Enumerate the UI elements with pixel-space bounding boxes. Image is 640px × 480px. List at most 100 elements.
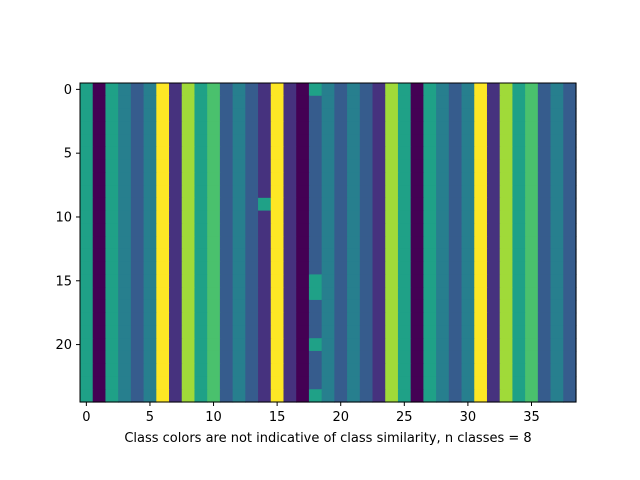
heatmap-cell <box>359 95 374 110</box>
heatmap-cell <box>232 185 246 199</box>
heatmap-cell <box>130 134 145 148</box>
heatmap-cell <box>474 287 488 301</box>
heatmap-cell <box>486 83 501 97</box>
heatmap-cell <box>245 185 259 199</box>
heatmap-cell <box>525 312 539 327</box>
heatmap-cell <box>219 299 234 314</box>
heatmap-cell <box>181 108 196 122</box>
heatmap-cell <box>525 363 539 378</box>
heatmap-cell <box>105 299 119 314</box>
heatmap-cell <box>232 389 246 403</box>
heatmap-cell <box>563 210 577 224</box>
heatmap-cell <box>423 197 437 212</box>
heatmap-cell <box>423 325 437 339</box>
heatmap-cell <box>461 325 475 339</box>
heatmap-cell <box>105 121 119 135</box>
heatmap-cell <box>550 274 564 288</box>
heatmap-cell <box>461 95 475 110</box>
heatmap-cell <box>372 185 386 199</box>
heatmap-cell <box>372 210 386 224</box>
heatmap-cell <box>563 83 577 97</box>
heatmap-cell <box>207 350 221 365</box>
heatmap-cell <box>308 274 323 288</box>
heatmap-cell <box>474 185 488 199</box>
heatmap-cell <box>181 210 196 224</box>
heatmap-cell <box>436 350 450 365</box>
heatmap-cell <box>423 389 437 403</box>
heatmap-cell <box>372 338 386 352</box>
heatmap-cell <box>258 134 272 148</box>
heatmap-cell <box>118 312 132 327</box>
heatmap-cell <box>385 312 399 327</box>
heatmap-cell <box>105 108 119 122</box>
heatmap-cell <box>232 261 246 275</box>
heatmap-cell <box>92 274 107 288</box>
heatmap-cell <box>308 338 323 352</box>
heatmap-cell <box>194 95 208 110</box>
heatmap-cell <box>321 95 335 110</box>
heatmap-cell <box>347 134 361 148</box>
heatmap-cell <box>385 134 399 148</box>
heatmap-cell <box>474 172 488 186</box>
heatmap-cell <box>436 389 450 403</box>
heatmap-cell <box>219 312 234 327</box>
heatmap-cell <box>563 108 577 122</box>
heatmap-cell <box>512 134 526 148</box>
heatmap-cell <box>118 172 132 186</box>
heatmap-cell <box>92 312 107 327</box>
heatmap-cell <box>207 312 221 327</box>
heatmap-cell <box>283 146 297 161</box>
heatmap-cell <box>169 83 183 97</box>
heatmap-cell <box>308 236 323 250</box>
heatmap-cell <box>143 376 157 390</box>
heatmap-cell <box>169 197 183 212</box>
heatmap-cell <box>563 287 577 301</box>
heatmap-cell <box>448 223 463 237</box>
heatmap-cell <box>321 338 335 352</box>
heatmap-cell <box>118 299 132 314</box>
heatmap-cell <box>525 223 539 237</box>
heatmap-cell <box>563 389 577 403</box>
heatmap-cell <box>130 159 145 173</box>
heatmap-cell <box>118 83 132 97</box>
heatmap-cell <box>181 312 196 327</box>
heatmap-cell <box>474 389 488 403</box>
heatmap-cell <box>143 185 157 199</box>
heatmap-cell <box>270 108 285 122</box>
heatmap-cell <box>499 108 514 122</box>
heatmap-cell <box>181 223 196 237</box>
heatmap-cell <box>448 95 463 110</box>
heatmap-cell <box>385 325 399 339</box>
heatmap-cell <box>448 325 463 339</box>
heatmap-cell <box>258 325 272 339</box>
heatmap-cell <box>359 108 374 122</box>
heatmap-cell <box>436 376 450 390</box>
heatmap-cell <box>169 248 183 263</box>
heatmap-cell <box>169 312 183 327</box>
heatmap-cell <box>207 248 221 263</box>
heatmap-cell <box>550 287 564 301</box>
heatmap-cell <box>334 325 348 339</box>
heatmap-cell <box>321 146 335 161</box>
heatmap-cell <box>347 261 361 275</box>
heatmap-cell <box>537 389 552 403</box>
heatmap-cell <box>283 376 297 390</box>
heatmap-cell <box>397 312 412 327</box>
heatmap-cell <box>436 146 450 161</box>
heatmap-cell <box>296 338 310 352</box>
heatmap-cell <box>436 172 450 186</box>
heatmap-cell <box>156 197 170 212</box>
heatmap-cell <box>461 248 475 263</box>
heatmap-cell <box>512 210 526 224</box>
heatmap-cell <box>436 159 450 173</box>
heatmap-cell <box>283 236 297 250</box>
heatmap-cell <box>156 299 170 314</box>
heatmap-cell <box>130 210 145 224</box>
heatmap-cell <box>385 172 399 186</box>
heatmap-cell <box>423 338 437 352</box>
heatmap-cell <box>397 350 412 365</box>
heatmap-cell <box>194 274 208 288</box>
heatmap-cell <box>474 108 488 122</box>
heatmap-cell <box>423 121 437 135</box>
heatmap-cell <box>525 146 539 161</box>
